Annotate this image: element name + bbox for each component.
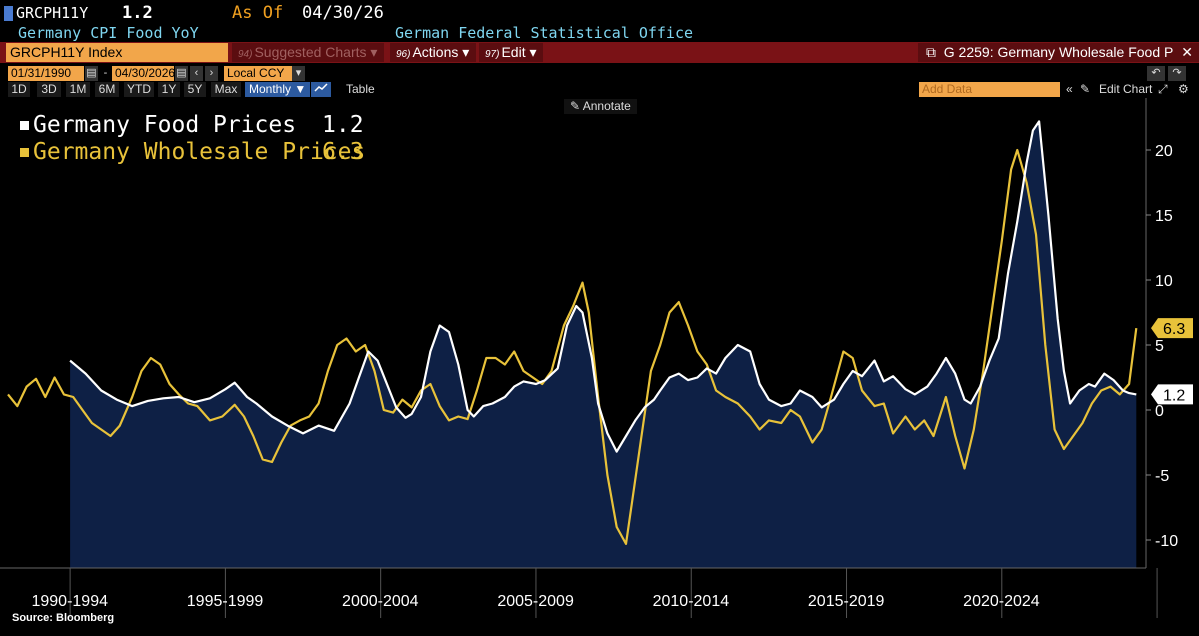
source-note: Source: Bloomberg <box>12 612 115 624</box>
period-1d[interactable]: 1D <box>8 82 30 97</box>
external-link-icon[interactable]: ⧉ <box>926 44 936 60</box>
legend-series-value: 6.3 <box>322 139 364 165</box>
period-bar: 1D 3D 1M 6M YTD 1Y 5Y Max Monthly ▼ Tabl… <box>0 82 1199 98</box>
period-1y[interactable]: 1Y <box>158 82 180 97</box>
currency-select[interactable]: Local CCY <box>224 66 292 81</box>
chevron-right-icon[interactable]: › <box>205 66 218 81</box>
legend-item-food: Germany Food Prices 1.2 <box>20 112 364 138</box>
suggested-charts-number: 94) <box>238 49 253 60</box>
legend: Germany Food Prices 1.2 Germany Wholesale… <box>12 112 365 174</box>
food-prices-line <box>69 120 1137 453</box>
series-description: Germany CPI Food YoY <box>18 24 199 42</box>
dropdown-arrow-icon: ▾ <box>529 44 537 60</box>
x-tick-label: 2015-2019 <box>808 593 885 610</box>
period-1m[interactable]: 1M <box>66 82 90 97</box>
close-icon[interactable]: ✕ <box>1177 43 1193 62</box>
as-of-date: 04/30/26 <box>302 3 384 23</box>
last-value: 1.2 <box>122 3 153 23</box>
calendar-icon[interactable]: ▤ <box>175 66 188 81</box>
x-tick-label: 1995-1999 <box>187 593 264 610</box>
period-max[interactable]: Max <box>211 82 241 97</box>
chart-title-bar[interactable]: ⧉ G 2259: Germany Wholesale Food P <box>918 43 1199 62</box>
wholesale-prices-line <box>7 148 1138 545</box>
header-bar: GRCPH11Y 1.2 As Of 04/30/26 <box>0 0 1199 25</box>
y-tick-label: -10 <box>1155 533 1178 550</box>
table-button[interactable]: Table <box>346 82 375 96</box>
end-date-field[interactable]: 04/30/2026 <box>112 66 175 81</box>
double-chevron-left-icon[interactable]: « <box>1066 82 1073 96</box>
y-tick-label: 0 <box>1155 403 1164 420</box>
as-of-label: As Of <box>232 3 284 23</box>
annotate-button[interactable]: ✎ Annotate <box>564 99 637 114</box>
period-6m[interactable]: 6M <box>95 82 119 97</box>
legend-swatch-icon <box>20 148 29 157</box>
line-chart-icon[interactable] <box>311 82 331 97</box>
wholesale-last-value-tag: 6.3 <box>1151 318 1193 339</box>
x-tick-label: 1990-1994 <box>31 593 108 610</box>
dropdown-arrow-icon: ▾ <box>370 44 378 60</box>
undo-icon[interactable]: ↶ <box>1147 66 1165 81</box>
description-bar: Germany CPI Food YoY German Federal Stat… <box>0 24 1199 42</box>
x-tick-label: 2020-2024 <box>963 593 1040 610</box>
date-range-bar: 01/31/1990 ▤ - 04/30/2026 ▤ ‹ › Local CC… <box>0 66 1199 82</box>
square-bullet-icon <box>4 6 13 21</box>
calendar-icon[interactable]: ▤ <box>85 66 98 81</box>
y-tick-label: 15 <box>1155 208 1173 225</box>
food-last-value-tag: 1.2 <box>1151 384 1193 405</box>
y-tick-label: 20 <box>1155 143 1173 160</box>
source-organization: German Federal Statistical Office <box>395 24 694 42</box>
pencil-icon[interactable]: ✎ <box>1080 82 1091 96</box>
annotate-label: Annotate <box>582 99 631 113</box>
line-chart: 20 15 10 5 0 -5 -10 1990-1994 1995-1999 2000-200… <box>0 98 1193 618</box>
frequency-select[interactable]: Monthly ▼ <box>245 82 311 97</box>
edit-number: 97) <box>485 49 500 60</box>
legend-series-value: 1.2 <box>322 112 364 138</box>
edit-button[interactable]: 97) Edit ▾ <box>479 43 543 62</box>
edit-chart-button[interactable]: Edit Chart <box>1099 82 1153 96</box>
dropdown-arrow-icon[interactable]: ▾ <box>292 66 305 81</box>
y-tick-label: 10 <box>1155 273 1173 290</box>
actions-label: Actions <box>412 44 459 60</box>
legend-swatch-icon <box>20 121 29 130</box>
add-data-input[interactable]: Add Data <box>919 82 1060 97</box>
x-tick-label: 2000-2004 <box>342 593 419 610</box>
frequency-label: Monthly <box>249 82 292 96</box>
legend-series-name: Germany Wholesale Prices <box>33 139 366 165</box>
edit-label: Edit <box>501 44 526 60</box>
dropdown-arrow-icon: ▾ <box>462 44 470 60</box>
x-tick-label: 2005-2009 <box>497 593 574 610</box>
last-value-label: 1.2 <box>1163 387 1185 404</box>
start-date-field[interactable]: 01/31/1990 <box>8 66 84 81</box>
x-tick-label: 2010-2014 <box>653 593 730 610</box>
suggested-charts-button[interactable]: 94) Suggested Charts ▾ <box>232 43 384 62</box>
legend-series-name: Germany Food Prices <box>33 112 297 138</box>
date-separator: - <box>103 67 108 79</box>
redo-icon[interactable]: ↷ <box>1168 66 1186 81</box>
food-prices-area <box>70 121 1137 569</box>
ticker-symbol: GRCPH11Y <box>16 4 89 22</box>
pencil-icon: ✎ <box>570 99 581 113</box>
chart-area[interactable]: 20 15 10 5 0 -5 -10 1990-1994 1995-1999 2000-200… <box>0 98 1199 631</box>
y-tick-label: -5 <box>1155 468 1169 485</box>
gear-icon[interactable]: ⚙ <box>1178 82 1189 96</box>
legend-item-wholesale: Germany Wholesale Prices 6.3 <box>20 139 365 165</box>
chart-title: G 2259: Germany Wholesale Food P <box>943 44 1174 60</box>
period-ytd[interactable]: YTD <box>124 82 154 97</box>
actions-number: 96) <box>396 49 411 60</box>
chevron-left-icon[interactable]: ‹ <box>190 66 203 81</box>
last-value-label: 6.3 <box>1163 321 1185 338</box>
actions-button[interactable]: 96) Actions ▾ <box>390 43 476 62</box>
expand-icon[interactable]: ⤢ <box>1158 82 1168 96</box>
period-5y[interactable]: 5Y <box>184 82 206 97</box>
period-3d[interactable]: 3D <box>37 82 61 97</box>
suggested-charts-label: Suggested Charts <box>254 44 367 60</box>
toolbar: GRCPH11Y Index 94) Suggested Charts ▾ 96)… <box>0 42 1199 63</box>
security-field[interactable]: GRCPH11Y Index <box>6 43 228 62</box>
y-tick-label: 5 <box>1155 338 1164 355</box>
